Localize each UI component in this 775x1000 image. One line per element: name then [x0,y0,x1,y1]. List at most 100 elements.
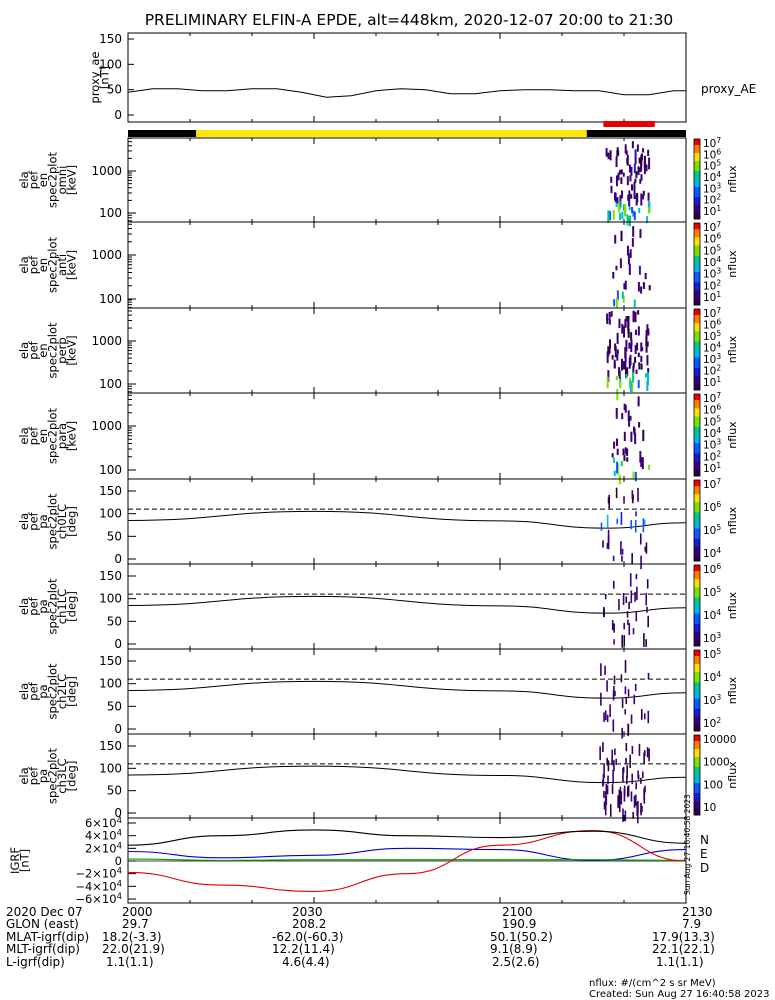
spectrogram-pixel [613,441,616,449]
pitch-angle-pixel [604,710,607,721]
colorbar-cell [694,779,700,782]
ytick-label: −4×104 [75,879,122,893]
pitch-angle-pixel [611,620,614,631]
spectrogram-pixel [610,176,613,183]
colorbar-cell [694,745,700,748]
igrf-legend-d: D [700,861,709,875]
colorbar-cell [694,325,700,328]
pitch-angle-pixel [646,606,648,613]
colorbar-tick-label: 102 [703,716,721,730]
colorbar-cell [694,666,700,669]
colorbar-tick-label: 105 [703,523,721,537]
colorbar-cell [694,637,700,641]
colorbar-cell [694,165,700,168]
colorbar-cell [694,702,700,706]
spectrogram-pixel [612,457,615,463]
colorbar-cell [694,575,700,578]
colorbar-cell [694,720,700,724]
spectrogram-pixels [611,396,651,485]
pitch-angle-pixel [622,768,624,782]
colorbar-cell [694,609,700,613]
colorbar-frame [693,479,701,562]
axis-label-line: spec2plot [45,322,59,379]
colorbar-cell [694,268,700,271]
side-timestamp: Sun Aug 27 16:40:58 2023 [683,794,692,895]
colorbar-cell [694,394,700,397]
spectrogram-pixel [630,339,633,347]
spectrogram-pixel [622,172,625,177]
spectrogram-pixel [631,207,634,214]
pitch-angle-pixel [611,749,614,763]
spectrogram-pixel [626,214,629,226]
ytick-label: 0 [114,722,122,736]
colorbar-cell [694,439,700,442]
pitch-angle-pixel [622,808,624,822]
pitch-angle-pixels [600,487,648,570]
colorbar-cell [694,565,700,568]
colorbar-cell [694,280,700,283]
spectrogram-pixel [631,141,634,149]
pitch-angle-pixel [603,790,605,798]
colorbar-tick-label: 100 [703,779,723,791]
pitch-angle-pixel [613,675,616,685]
spectrogram-pixel [648,285,651,291]
pitch-angle-pixel [608,494,611,509]
colorbar-cell [694,353,700,357]
spectrogram-pixel [614,234,617,244]
colorbar-cell [694,532,700,536]
colorbar-cell [694,801,700,804]
ytick-label: 50 [107,699,122,713]
colorbar-cell [694,573,700,576]
spectrogram-pixel [616,461,619,474]
pitch-angle-pixel [605,783,608,795]
spectrogram-pixel [631,238,634,247]
spectrogram-pixel [610,311,613,317]
colorbar-cell [694,704,700,708]
spectrogram-pixel [640,174,643,181]
colorbar-cell [694,712,700,716]
colorbar-cell [694,430,700,434]
colorbar-cell [694,317,700,320]
colorbar-cell [694,203,700,206]
colorbar-cell [694,739,700,742]
spectrogram-pixel [637,352,640,358]
spectrogram-pixel [639,451,642,463]
pitch-angle-pixel [623,785,626,797]
colorbar-cell [694,294,700,298]
spectrogram-pixel [638,157,641,164]
spectrogram-pixel [626,457,629,462]
pitch-angle-pixel [613,639,615,645]
ytick-label: 100 [99,377,122,391]
spectrogram-pixel [616,448,619,456]
spectrogram-pixel [645,164,648,172]
spectrogram-pixel [620,169,623,175]
spectrogram-pixel [618,322,621,328]
colorbar-cell [694,396,700,399]
colorbar-cell [694,777,700,780]
colorbar-cell [694,457,700,461]
pitch-angle-pixel [621,727,623,739]
colorbar-cell [694,149,700,152]
spectrogram-pixel [619,258,622,269]
colorbar-cell [694,769,700,772]
spectrogram-pixel [624,368,627,378]
spectrogram-pixel [638,207,641,214]
spectrogram-pixel [628,164,631,173]
colorbar-frame [693,138,701,220]
pitch-angle-pixel [635,782,637,790]
colorbar-cell [694,274,700,277]
spectrogram-pixel [632,310,635,323]
colorbar-cell [694,141,700,144]
colorbar-cell [694,381,700,385]
spectrogram-pixel [624,447,627,455]
colorbar-tick-label: 1000 [703,757,730,769]
pitch-angle-pixel [611,784,614,795]
colorbar-cell [694,278,700,281]
spectrogram-pixel [647,372,650,379]
loss-cone-curve [127,680,687,699]
pitch-angle-pixel [632,811,634,819]
spectrogram-pixel [640,193,643,206]
colorbar-cell [694,259,700,263]
colorbar-cell [694,282,700,285]
